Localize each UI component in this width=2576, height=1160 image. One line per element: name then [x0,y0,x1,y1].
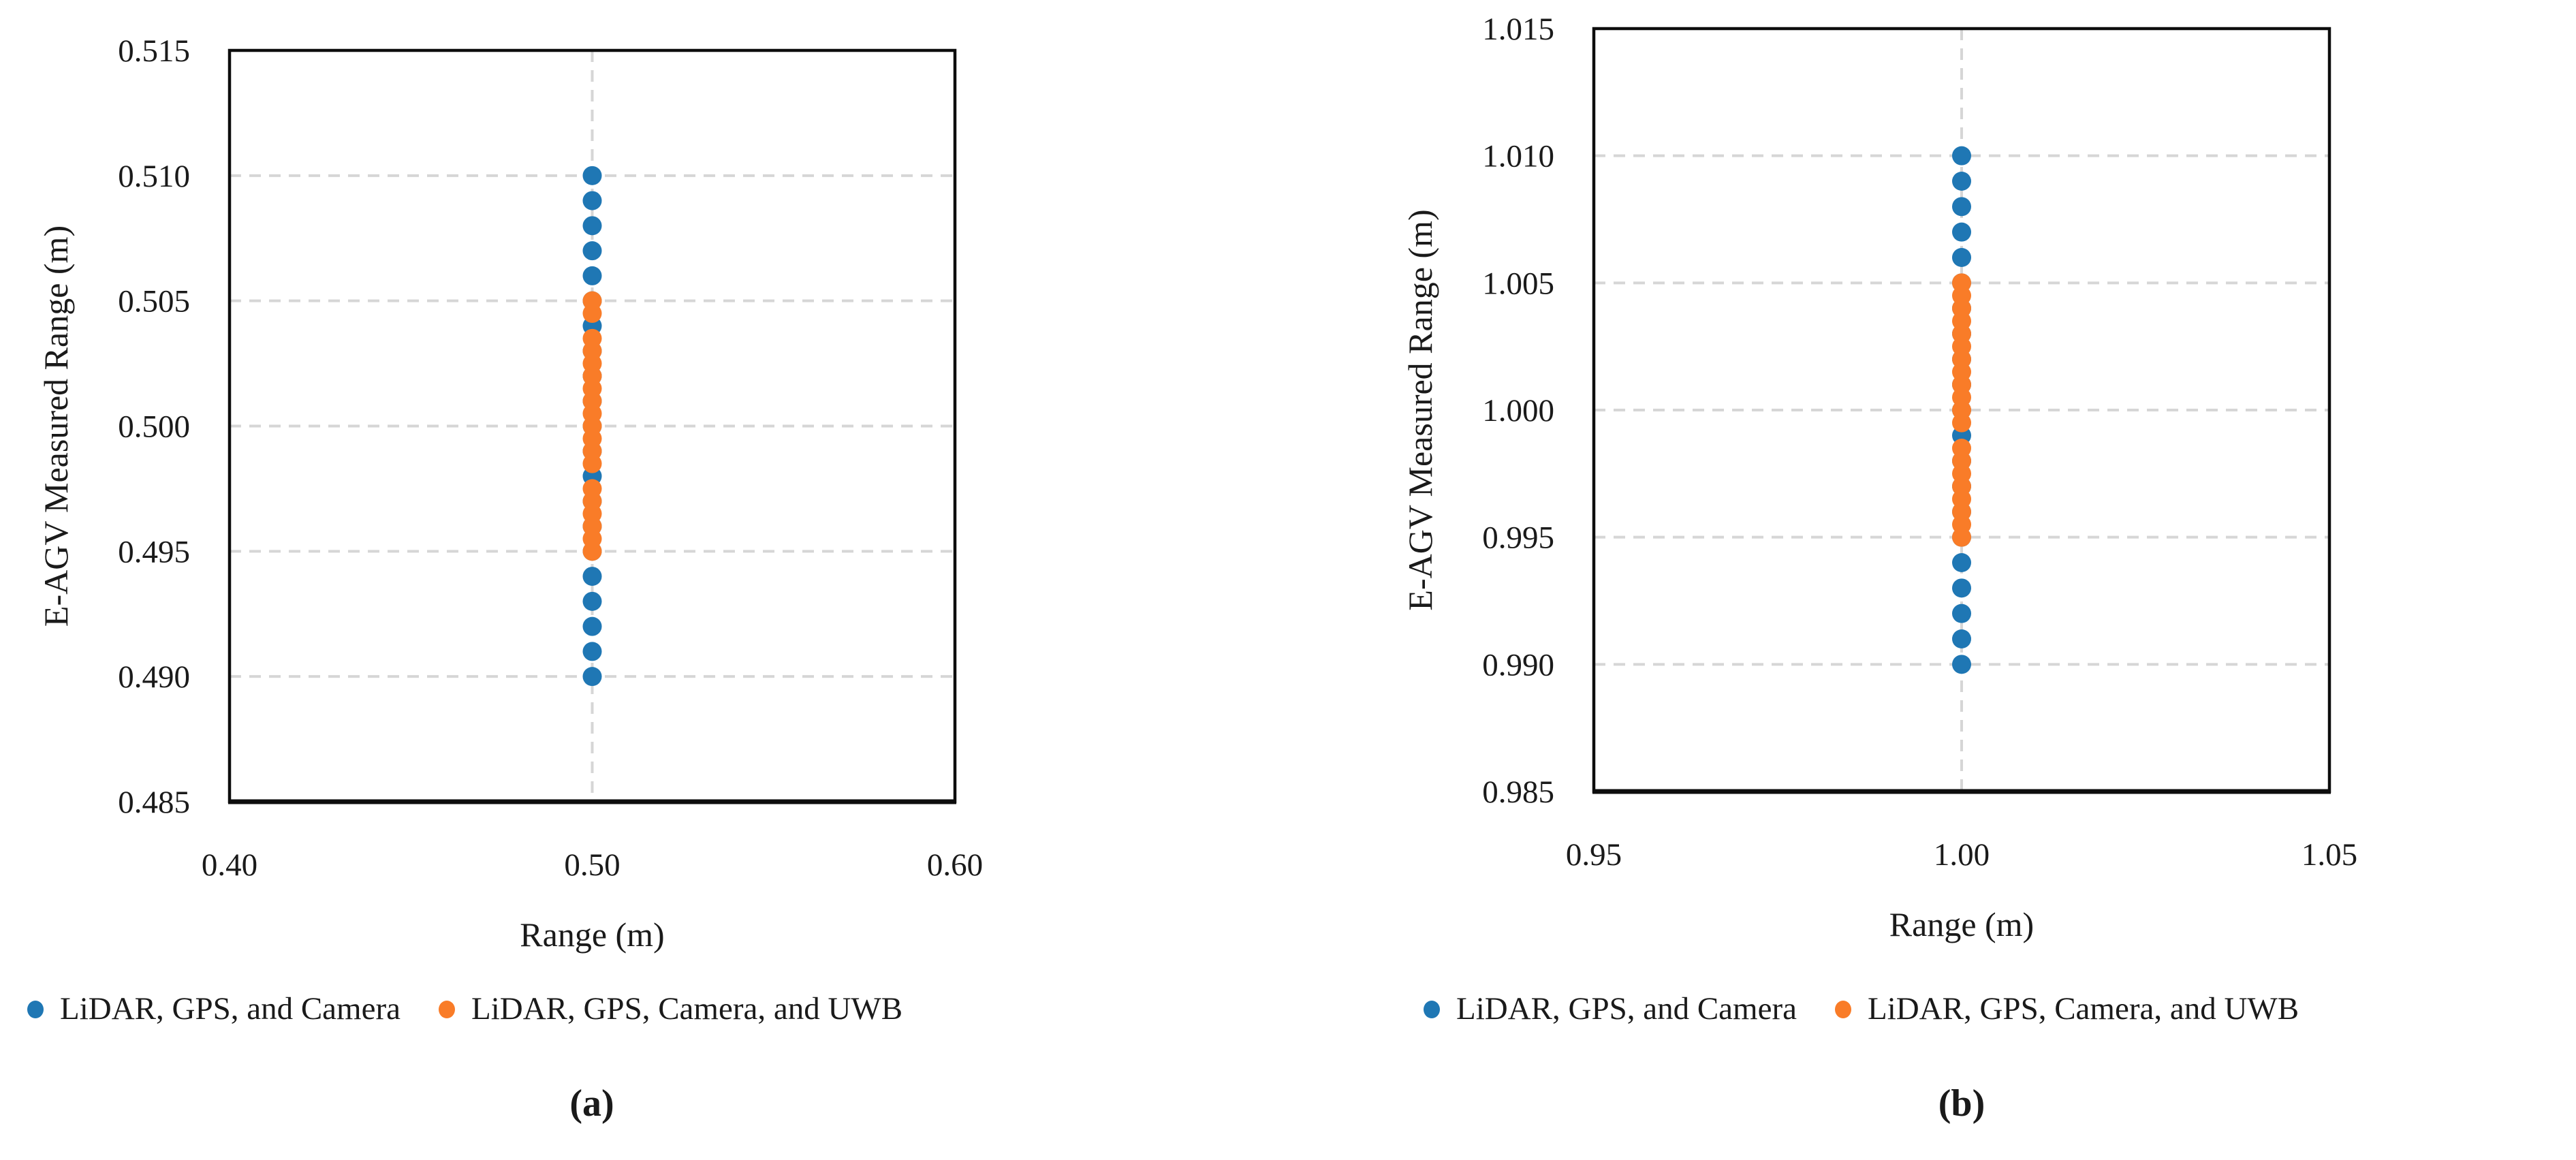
data-point [582,191,602,210]
data-point [1952,553,1971,572]
data-point [582,567,602,586]
y-tick-label: 0.490 [118,659,190,695]
data-point [582,241,602,261]
data-point [582,291,602,311]
legend-label: LiDAR, GPS, Camera, and UWB [471,991,903,1026]
y-tick-label: 1.000 [1482,393,1554,428]
series-orange [582,291,602,561]
legend-item: LiDAR, GPS, and Camera [1424,993,1797,1025]
data-point [1952,222,1971,242]
y-tick-label: 0.500 [118,409,190,444]
data-point [1952,578,1971,598]
y-axis-title: E-AGV Measured Range (m) [37,225,75,627]
y-tick-label: 1.010 [1482,139,1554,174]
y-tick-label: 0.485 [118,785,190,820]
caption-b: (b) [1938,1082,1985,1125]
x-tick-label: 1.05 [2302,837,2357,873]
legend-b: LiDAR, GPS, and Camera LiDAR, GPS, Camer… [1424,993,2299,1025]
x-axis-title: Range (m) [1889,905,2034,943]
caption-a: (a) [569,1082,614,1125]
chart-panel-b: 0.985 0.990 0.995 1.000 1.005 1.010 1.015 0.95 1… [1401,12,2357,943]
legend-label: LiDAR, GPS, and Camera [1456,991,1797,1026]
y-tick-label: 0.515 [118,33,190,69]
y-tick-label: 0.495 [118,534,190,569]
data-point [1952,273,1971,293]
legend-label: LiDAR, GPS, Camera, and UWB [1867,991,2299,1026]
legend-a: LiDAR, GPS, and Camera LiDAR, GPS, Camer… [27,993,902,1025]
data-point [1952,629,1971,648]
data-point [1952,172,1971,191]
data-point [1952,197,1971,217]
data-point [582,591,602,611]
y-tick-label: 0.990 [1482,647,1554,683]
y-axis-title: E-AGV Measured Range (m) [1401,209,1439,610]
series-orange [1952,273,1971,547]
x-tick-label: 1.00 [1934,837,1990,873]
y-tick-label: 0.510 [118,159,190,194]
y-tick-label: 1.005 [1482,266,1554,301]
legend-marker-blue-icon [27,1000,44,1018]
data-point [582,479,602,499]
data-point [1952,248,1971,267]
y-tick-label: 0.505 [118,284,190,319]
data-point [1952,603,1971,623]
data-point [1952,439,1971,458]
legend-marker-orange-icon [1834,1000,1851,1018]
data-point [582,667,602,687]
legend-marker-blue-icon [1424,1000,1440,1018]
legend-marker-orange-icon [438,1000,455,1018]
x-tick-label: 0.40 [202,847,257,883]
x-tick-label: 0.50 [564,847,620,883]
legend-label: LiDAR, GPS, and Camera [60,991,400,1026]
x-axis-title: Range (m) [520,915,664,954]
legend-item: LiDAR, GPS, and Camera [27,993,400,1025]
x-tick-label: 0.60 [927,847,983,883]
data-point [582,328,602,348]
data-point [582,216,602,236]
x-tick-label: 0.95 [1566,837,1622,873]
data-point [582,166,602,185]
y-tick-label: 0.995 [1482,520,1554,556]
data-point [582,616,602,636]
data-point [1952,655,1971,674]
data-point [582,266,602,285]
data-point [582,642,602,661]
y-tick-label: 1.015 [1482,12,1554,47]
legend-item: LiDAR, GPS, Camera, and UWB [438,991,903,1026]
data-point [1952,146,1971,166]
chart-panel-a: 0.485 0.490 0.495 0.500 0.505 0.510 0.515 0.40 0… [37,33,983,954]
y-tick-label: 0.985 [1482,774,1554,810]
legend-item: LiDAR, GPS, Camera, and UWB [1834,991,2299,1026]
